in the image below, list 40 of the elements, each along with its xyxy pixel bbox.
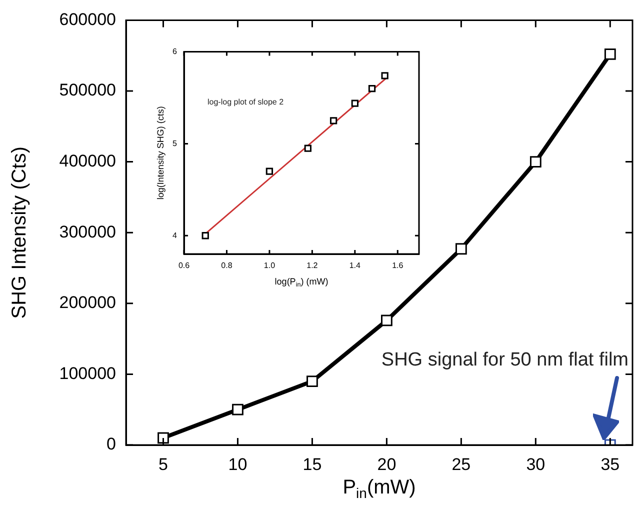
point — [266, 168, 274, 175]
x-tick-label: 0.8 — [221, 261, 233, 270]
y-tick-label: 100000 — [59, 364, 116, 383]
x-tick-label: 1.4 — [349, 261, 362, 270]
point — [381, 314, 392, 326]
point — [368, 84, 376, 92]
y-tick-label: 400000 — [59, 151, 116, 170]
point — [306, 376, 318, 387]
point — [330, 117, 338, 124]
annotation: log-log plot of slope 2 — [208, 98, 284, 107]
point — [202, 232, 209, 240]
x-tick-label: 1.6 — [392, 261, 404, 270]
x-tick-label: 0.6 — [178, 261, 190, 270]
y-tick-label: 200000 — [59, 293, 116, 312]
x-tick-label: 15 — [302, 454, 322, 474]
x-tick-label: 10 — [228, 454, 248, 474]
y-axis-title: log(Intensity SHG) (cts) — [156, 106, 166, 200]
point — [530, 156, 542, 168]
point — [304, 144, 312, 152]
y-tick-label: 0 — [106, 434, 116, 454]
y-tick-label: 4 — [172, 230, 178, 240]
point — [351, 100, 358, 107]
y-tick-label: 500000 — [59, 80, 116, 100]
x-tick-label: 20 — [377, 454, 396, 474]
point — [158, 432, 169, 444]
y-axis-title: SHG Intensity (Cts) — [8, 146, 31, 319]
annotation: SHG signal for 50 nm flat film — [381, 349, 628, 370]
x-tick-label: 25 — [452, 454, 471, 474]
point — [232, 404, 244, 416]
x-tick-label: 1.0 — [264, 261, 276, 270]
point — [381, 72, 388, 80]
y-tick-label: 6 — [172, 47, 178, 56]
x-tick-label: 1.2 — [306, 261, 318, 270]
point — [604, 48, 616, 60]
point — [455, 243, 467, 255]
y-tick-label: 600000 — [59, 10, 116, 29]
y-tick-label: 5 — [172, 138, 178, 148]
x-tick-label: 35 — [600, 454, 620, 474]
x-tick-label: 30 — [526, 454, 546, 474]
y-tick-label: 300000 — [59, 222, 116, 242]
